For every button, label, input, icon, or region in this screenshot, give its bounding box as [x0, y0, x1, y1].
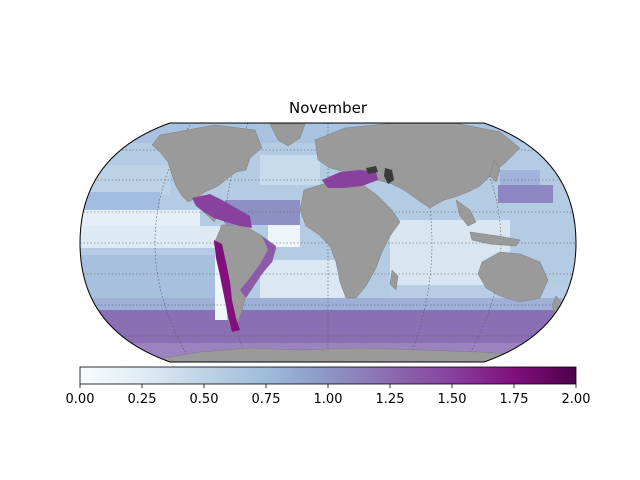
peru-chile-current: [214, 240, 240, 332]
band-atlantic-equator: [268, 225, 300, 247]
colorbar-tick-label: 1.50: [438, 392, 467, 407]
colorbar-tick-label: 1.25: [376, 392, 405, 407]
band-west-pacific-purple: [498, 185, 553, 203]
inland-seas: [366, 166, 394, 184]
map: [80, 123, 576, 362]
australia: [477, 251, 549, 303]
colorbar-tick-label: 0.00: [66, 392, 95, 407]
band-kuroshio: [500, 170, 540, 185]
colorbar-tick-label: 0.50: [190, 392, 219, 407]
madagascar: [389, 269, 399, 291]
africa: [299, 181, 401, 299]
colorbar-tick-label: 1.00: [314, 392, 343, 407]
greenland: [269, 123, 306, 147]
colorbar-ticks: 0.00 0.25 0.50 0.75 1.00 1.25 1.50 1.75 2.00: [66, 384, 591, 407]
colorbar: 0.00 0.25 0.50 0.75 1.00 1.25 1.50 1.75 2.00: [66, 366, 591, 407]
southeast-asia: [455, 199, 477, 227]
brazil-coast: [240, 236, 276, 298]
colorbar-fill: [79, 366, 577, 385]
high-value-regions: [192, 170, 378, 332]
black-sea: [366, 166, 378, 174]
map-title: November: [289, 99, 368, 117]
land: [139, 123, 563, 362]
band-south-pacific: [80, 255, 230, 300]
colorbar-tick-label: 1.75: [500, 392, 529, 407]
japan: [489, 159, 501, 183]
colorbar-tick-label: 2.00: [562, 392, 591, 407]
caspian-sea: [384, 168, 394, 184]
band-north-pacific-light: [80, 165, 170, 195]
colorbar-tick-label: 0.75: [252, 392, 281, 407]
band-south-atlantic: [260, 260, 350, 300]
gulf-of-mexico-caribbean: [192, 194, 252, 228]
globe-outline: [79, 122, 577, 363]
band-equatorial-light: [80, 210, 200, 226]
north-america: [151, 124, 263, 203]
indonesia: [469, 231, 521, 247]
colorbar-tick-label: 0.25: [128, 392, 157, 407]
band-atlantic-north: [260, 155, 320, 185]
mediterranean: [322, 170, 378, 188]
band-equatorial-pacific: [80, 226, 220, 248]
